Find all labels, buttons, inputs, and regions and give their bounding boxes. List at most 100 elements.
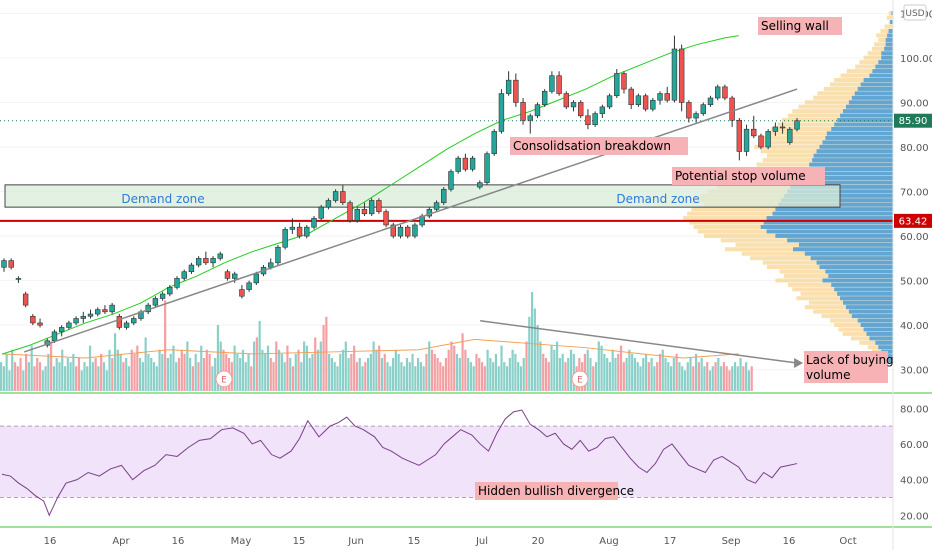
candle [224, 269, 231, 281]
time-axis[interactable]: 16 Apr 16 May 15 Jun 15 Jul 20 Aug 17 Sep 16 Oct [44, 536, 857, 547]
volume-bar [383, 353, 386, 391]
annotation-lack-of-buying[interactable]: Lack of buying volume [804, 351, 898, 383]
volume-bar [105, 370, 108, 391]
candle [772, 122, 779, 136]
candle [203, 251, 209, 266]
volume-bar [25, 353, 28, 391]
profile-bar-up [812, 158, 893, 163]
volume-bar [175, 362, 178, 391]
volume-bar [706, 362, 709, 391]
volume-bar [536, 325, 539, 391]
volume-bar [353, 345, 356, 391]
annotation-hidden-bullish-divergence[interactable]: Hidden bullish divergence [475, 482, 634, 500]
volume-bar [16, 366, 19, 391]
candle [765, 129, 771, 150]
candle [8, 258, 14, 270]
volume-bar [695, 353, 698, 391]
candle [51, 329, 58, 343]
annotation-stop-volume[interactable]: Potential stop volume [672, 167, 825, 185]
profile-bar-up [881, 55, 893, 60]
annotation-consolidation-breakdown[interactable]: Consolidsation breakdown [510, 137, 688, 155]
volume-bar [344, 341, 347, 391]
candle [736, 118, 743, 161]
time-tick-label: 16 [783, 536, 796, 547]
profile-bar-up [804, 251, 893, 256]
profile-bar-up [854, 91, 893, 96]
profile-bar-up [887, 33, 893, 38]
profile-bar-down [876, 33, 893, 38]
volume-bar [750, 366, 753, 391]
trendline-volume-decline[interactable] [480, 319, 798, 364]
last-price-label: 85.90 [899, 116, 928, 127]
candle [678, 44, 685, 112]
profile-bar-up [875, 64, 893, 69]
candle [253, 271, 260, 286]
volume-bar [66, 358, 69, 391]
volume-bar [191, 366, 195, 391]
candle [73, 316, 79, 326]
profile-bar-up [863, 327, 893, 332]
profile-bar-down [880, 28, 893, 34]
profile-bar-up [860, 82, 893, 87]
profile-bar-up [840, 113, 893, 118]
price-axis[interactable]: 110.00100.0090.0080.0070.0060.0050.0040.… [900, 9, 932, 376]
volume-bar [77, 358, 81, 391]
volume-bar [675, 353, 678, 391]
earnings-marker[interactable]: E [215, 370, 233, 388]
volume-bar [733, 362, 737, 391]
volume-bar [636, 362, 639, 391]
profile-bar-up [837, 291, 893, 296]
volume-bar [72, 353, 75, 391]
volume-bar [692, 366, 695, 391]
candle [275, 245, 281, 266]
rsi-tick-label: 40.00 [900, 476, 929, 487]
trendline-rising-support[interactable] [23, 88, 798, 353]
earnings-marker[interactable]: E [571, 370, 589, 388]
candle [477, 180, 483, 190]
candle [210, 256, 216, 268]
volume-bar [144, 337, 147, 391]
currency-button[interactable]: USD [903, 4, 927, 21]
volume-bar [681, 366, 684, 391]
volume-bar [628, 349, 631, 391]
annotation-selling-wall[interactable]: Selling wall [758, 17, 842, 35]
candle [304, 224, 310, 239]
volume-bar [533, 308, 536, 391]
volume-bar [391, 358, 395, 391]
profile-bar-up [822, 140, 893, 145]
profile-bar-up [819, 265, 893, 270]
volume-bar [255, 337, 258, 391]
volume-bar [200, 345, 203, 391]
candle [498, 89, 505, 134]
volume-bar [311, 353, 314, 391]
volume-bar [366, 358, 370, 391]
volume-bar [405, 358, 409, 391]
profile-bar-up [790, 184, 893, 189]
profile-bar-up [809, 162, 893, 167]
profile-bar-up [840, 296, 893, 301]
volume-bar [539, 341, 542, 391]
volume-bar [355, 362, 359, 391]
volume-bar [91, 362, 94, 391]
volume-bar [478, 358, 481, 391]
candle [354, 207, 360, 223]
demand-zone[interactable] [4, 184, 841, 208]
volume-bar [611, 349, 614, 391]
candle [15, 276, 22, 283]
candle [123, 320, 130, 330]
candle [167, 285, 173, 297]
rsi-axis[interactable]: 80.00 60.00 40.00 20.00 [900, 404, 929, 522]
volume-bar [550, 345, 553, 391]
demand-zone-label-right: Demand zone [616, 192, 699, 206]
volume-bar [689, 358, 692, 391]
volume-bar [483, 366, 486, 391]
volume-bar [425, 353, 428, 391]
volume-bar [341, 349, 345, 391]
volume-bar [414, 366, 417, 391]
volume-bar [286, 345, 289, 391]
volume-bar [333, 362, 336, 391]
volume-bar [619, 345, 623, 391]
profile-bar-up [793, 180, 893, 185]
time-tick-label: Aug [599, 536, 619, 547]
